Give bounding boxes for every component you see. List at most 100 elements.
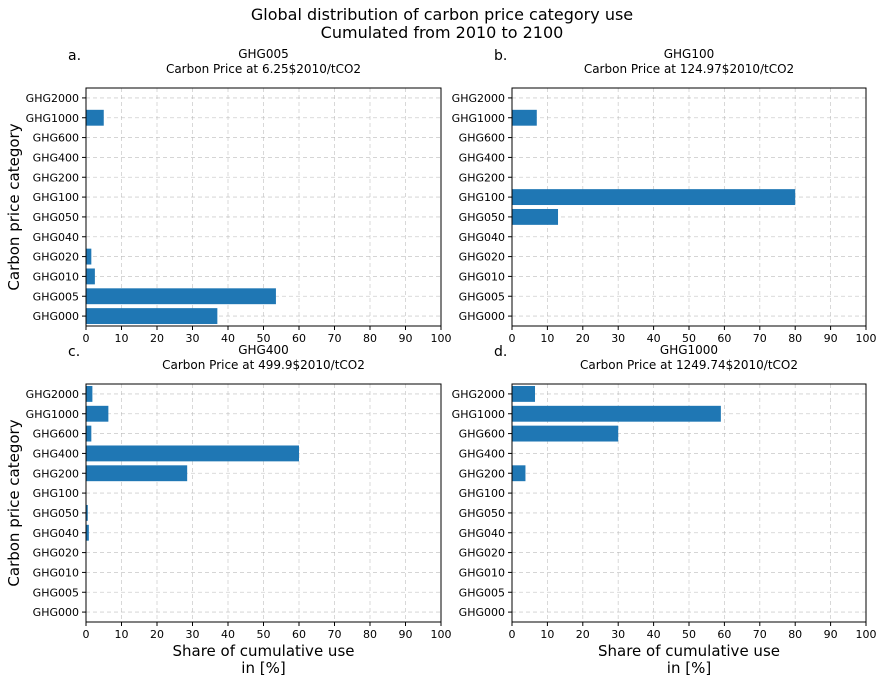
y-tick-label: GHG600	[459, 132, 505, 145]
x-tick-label: 100	[431, 628, 452, 641]
bar-ghg600	[512, 425, 619, 442]
x-tick-label: 90	[824, 332, 838, 345]
y-tick-label: GHG020	[33, 547, 79, 560]
x-tick-label: 10	[115, 332, 129, 345]
x-axis-label: Share of cumulative use	[173, 642, 355, 660]
x-tick-label: 60	[292, 628, 306, 641]
y-tick-label: GHG100	[33, 191, 79, 204]
bar-ghg050	[86, 504, 88, 521]
bar-ghg010	[86, 268, 95, 285]
x-tick-label: 80	[363, 628, 377, 641]
y-tick-label: GHG2000	[26, 388, 79, 401]
y-tick-label: GHG040	[459, 231, 505, 244]
x-tick-label: 60	[717, 628, 731, 641]
x-tick-label: 100	[431, 332, 452, 345]
y-tick-label: GHG005	[459, 290, 505, 303]
y-tick-label: GHG200	[33, 171, 79, 184]
panel-b: 0 10 20 30 40 50 60 70 80 90 100 GHG000 GHG005 GHG010…	[452, 47, 877, 345]
bar-ghg050	[512, 208, 559, 225]
y-tick-label: GHG000	[33, 606, 79, 619]
y-axis-label: Carbon price category	[5, 419, 23, 586]
bar-ghg040	[86, 524, 89, 541]
y-tick-label: GHG400	[459, 151, 505, 164]
x-tick-label: 20	[576, 332, 590, 345]
y-tick-label: GHG000	[33, 310, 79, 323]
y-tick-label: GHG020	[33, 251, 79, 264]
x-axis-label-unit: in [%]	[241, 659, 285, 677]
bar-ghg600	[86, 425, 92, 442]
x-tick-label: 40	[647, 628, 661, 641]
x-tick-label: 60	[717, 332, 731, 345]
x-tick-label: 50	[257, 628, 271, 641]
x-axis-label-unit: in [%]	[667, 659, 711, 677]
x-tick-label: 100	[856, 332, 877, 345]
bar-ghg020	[86, 248, 92, 265]
y-tick-label: GHG2000	[452, 388, 505, 401]
y-tick-label: GHG010	[459, 566, 505, 579]
x-tick-label: 80	[788, 332, 802, 345]
bar-ghg005	[86, 288, 276, 305]
y-tick-label: GHG2000	[26, 92, 79, 105]
y-tick-label: GHG005	[33, 290, 79, 303]
x-tick-label: 80	[363, 332, 377, 345]
y-tick-label: GHG400	[33, 447, 79, 460]
x-tick-label: 70	[753, 332, 767, 345]
y-tick-label: GHG005	[33, 586, 79, 599]
x-tick-label: 20	[150, 332, 164, 345]
y-tick-label: GHG1000	[26, 112, 79, 125]
x-tick-label: 100	[856, 628, 877, 641]
x-tick-label: 40	[221, 332, 235, 345]
panel-subtitle: Carbon Price at 124.97$2010/tCO2	[584, 62, 794, 76]
x-tick-label: 40	[647, 332, 661, 345]
y-tick-label: GHG010	[33, 270, 79, 283]
x-tick-label: 50	[682, 628, 696, 641]
x-tick-label: 30	[186, 628, 200, 641]
y-tick-label: GHG100	[33, 487, 79, 500]
y-tick-label: GHG200	[459, 467, 505, 480]
y-tick-label: GHG000	[459, 310, 505, 323]
bar-ghg1000	[86, 405, 109, 422]
bar-ghg400	[86, 445, 299, 462]
panel-subtitle: Carbon Price at 499.9$2010/tCO2	[162, 358, 365, 372]
x-tick-label: 80	[788, 628, 802, 641]
x-tick-label: 30	[611, 628, 625, 641]
y-tick-label: GHG010	[459, 270, 505, 283]
bar-ghg2000	[86, 385, 93, 402]
y-tick-label: GHG050	[33, 507, 79, 520]
panel-letter: b.	[494, 48, 507, 64]
panel-d: 0 10 20 30 40 50 60 70 80 90 100 GHG000 GHG005 GHG010…	[452, 343, 877, 677]
y-tick-label: GHG100	[459, 191, 505, 204]
y-tick-label: GHG000	[459, 606, 505, 619]
panel-title: GHG400	[238, 343, 289, 357]
panel-letter: a.	[68, 48, 81, 64]
y-tick-label: GHG050	[459, 507, 505, 520]
x-tick-label: 10	[540, 332, 554, 345]
panel-a: 0 10 20 30 40 50 60 70 80 90 100 GHG000 GHG005 GHG010…	[5, 47, 452, 345]
bar-ghg200	[512, 465, 526, 482]
x-tick-label: 10	[540, 628, 554, 641]
y-tick-label: GHG010	[33, 566, 79, 579]
y-tick-label: GHG200	[459, 171, 505, 184]
panel-subtitle: Carbon Price at 6.25$2010/tCO2	[166, 62, 361, 76]
bar-ghg1000	[512, 405, 721, 422]
x-tick-label: 0	[509, 332, 516, 345]
x-tick-label: 40	[221, 628, 235, 641]
y-tick-label: GHG050	[33, 211, 79, 224]
x-tick-label: 0	[83, 332, 90, 345]
bar-ghg2000	[512, 385, 536, 402]
bar-ghg1000	[512, 109, 537, 126]
x-tick-label: 70	[328, 628, 342, 641]
panel-letter: d.	[494, 344, 507, 360]
bar-ghg1000	[86, 109, 104, 126]
y-tick-label: GHG100	[459, 487, 505, 500]
y-tick-label: GHG020	[459, 251, 505, 264]
y-tick-label: GHG050	[459, 211, 505, 224]
x-tick-label: 30	[611, 332, 625, 345]
y-tick-label: GHG005	[459, 586, 505, 599]
y-tick-label: GHG040	[33, 231, 79, 244]
x-tick-label: 50	[682, 332, 696, 345]
figure-subtitle: Cumulated from 2010 to 2100	[320, 23, 564, 42]
panel-title: GHG100	[664, 47, 715, 61]
y-tick-label: GHG600	[33, 428, 79, 441]
x-tick-label: 60	[292, 332, 306, 345]
